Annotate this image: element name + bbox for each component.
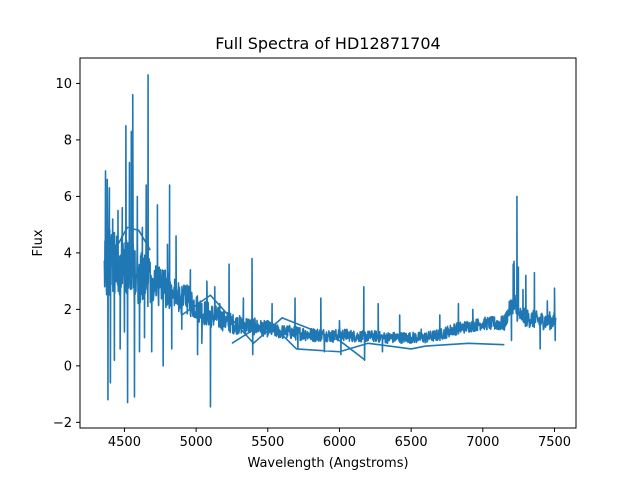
plot-frame	[79, 57, 577, 429]
series-layer	[103, 74, 557, 408]
x-tick-label: 5500	[251, 435, 284, 450]
y-tick-label: 4	[64, 246, 72, 261]
x-tick-label: 5000	[180, 435, 213, 450]
y-axis-label: Flux	[31, 229, 46, 256]
y-tick-label: 0	[64, 359, 72, 374]
x-tick-label: 7000	[466, 435, 499, 450]
x-tick-label: 7500	[538, 435, 571, 450]
y-axis: −2 0 2 4 6 8 10	[53, 77, 80, 431]
x-axis-label: Wavelength (Angstroms)	[247, 456, 408, 471]
chart-title: Full Spectra of HD12871704	[215, 34, 440, 53]
y-tick-label: 2	[64, 303, 72, 318]
y-tick-label: 10	[55, 77, 72, 92]
spectrum-series-line	[103, 74, 557, 408]
y-tick-label: 6	[64, 190, 72, 205]
y-tick-label: −2	[53, 416, 72, 431]
x-axis: 4500 5000 5500 6000 6500 7000 7500	[108, 428, 571, 450]
x-tick-label: 4500	[108, 435, 141, 450]
x-tick-label: 6000	[323, 435, 356, 450]
x-tick-label: 6500	[395, 435, 428, 450]
y-tick-label: 8	[64, 133, 72, 148]
